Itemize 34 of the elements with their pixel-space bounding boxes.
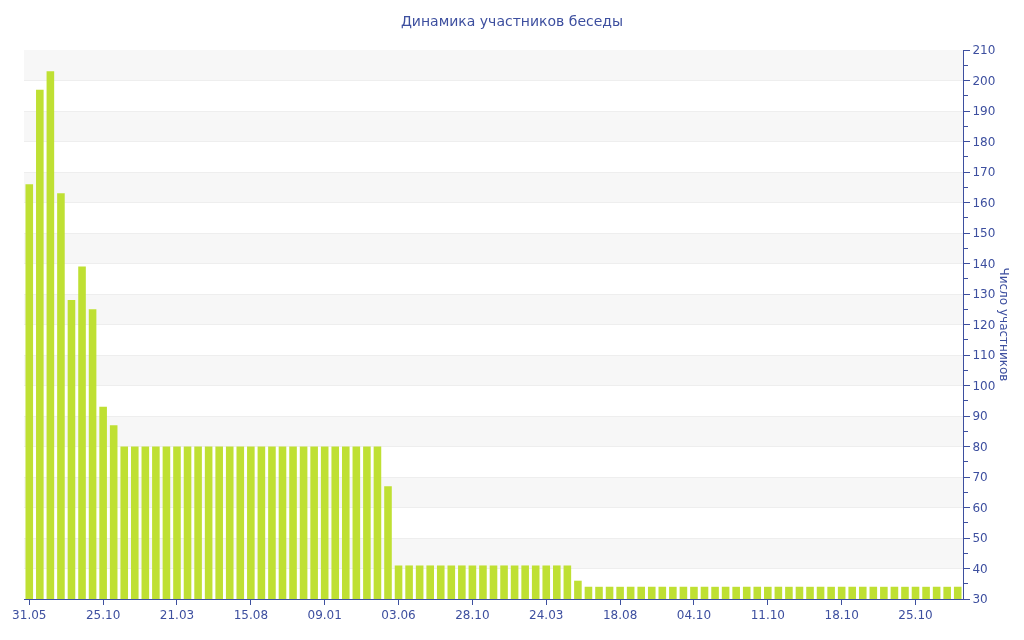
x-tick-label: 15.08 bbox=[233, 608, 269, 623]
x-tick-label: 18.10 bbox=[824, 608, 859, 623]
y-tick-label: 180 bbox=[972, 134, 996, 149]
x-tick-label: 31.05 bbox=[12, 608, 47, 623]
y-tick-label: 80 bbox=[972, 439, 988, 454]
y-tick-label: 100 bbox=[972, 378, 996, 393]
y-tick-label: 200 bbox=[972, 73, 996, 88]
x-tick-label: 25.10 bbox=[85, 608, 121, 623]
y-tick-label: 60 bbox=[972, 500, 988, 515]
chart-title: Динамика участников беседы bbox=[400, 12, 624, 29]
x-tick-label: 03.06 bbox=[381, 608, 416, 623]
x-tick-label: 11.10 bbox=[750, 608, 785, 623]
y-tick-label: 30 bbox=[972, 592, 988, 607]
x-tick-label: 28.10 bbox=[455, 608, 490, 623]
x-tick-label: 21.03 bbox=[159, 608, 195, 623]
y-tick-label: 90 bbox=[972, 409, 988, 424]
x-tick-label: 18.08 bbox=[602, 608, 638, 623]
y-tick-label: 150 bbox=[972, 226, 996, 241]
x-tick-label: 09.01 bbox=[307, 608, 342, 623]
y-tick-label: 50 bbox=[972, 531, 988, 546]
y-tick-label: 70 bbox=[972, 470, 988, 485]
y-tick-label: 190 bbox=[972, 104, 996, 119]
y-tick-label: 210 bbox=[972, 43, 996, 58]
y-tick-label: 40 bbox=[972, 561, 988, 576]
y-tick-label: 170 bbox=[972, 165, 996, 180]
y-tick-label: 140 bbox=[972, 256, 996, 271]
y-axis-title: Число участников bbox=[996, 267, 1011, 382]
y-tick-label: 130 bbox=[972, 287, 996, 302]
x-tick-label: 24.03 bbox=[529, 608, 564, 623]
x-tick-label: 04.10 bbox=[676, 608, 712, 623]
y-tick-label: 120 bbox=[972, 317, 996, 332]
y-tick-label: 110 bbox=[972, 348, 996, 363]
y-tick-label: 160 bbox=[972, 195, 996, 210]
x-tick-label: 25.10 bbox=[898, 608, 933, 623]
